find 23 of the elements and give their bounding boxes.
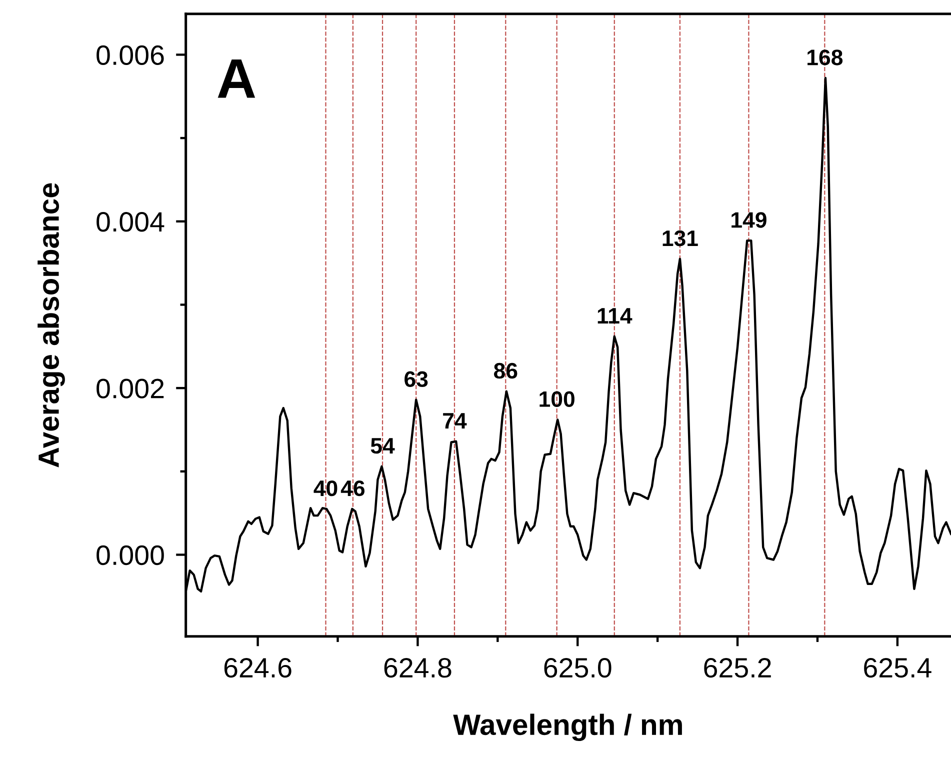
- annotation: 74: [443, 413, 467, 428]
- x-tick-label: 625.0: [544, 658, 612, 678]
- annotation: 114: [598, 308, 632, 324]
- x-axis-title: Wavelength / nm: [453, 714, 682, 742]
- annotation: 63: [404, 371, 428, 388]
- y-axis-title: Average absorbance: [38, 183, 65, 468]
- y-tick-label: 0.002: [96, 378, 164, 398]
- x-tick-label: 624.6: [224, 658, 292, 678]
- annotation: 100: [540, 391, 574, 408]
- annotation: 149: [732, 212, 766, 228]
- y-tick-label: 0.006: [96, 45, 164, 66]
- x-tick-label: 625.2: [704, 658, 771, 678]
- annotation: 40: [314, 480, 338, 496]
- x-tick-label: 624.8: [384, 658, 452, 678]
- y-tick-label: 0.004: [96, 212, 164, 232]
- y-tick-label: 0.000: [96, 545, 164, 566]
- annotation: A: [218, 59, 256, 98]
- x-tick-label: 625.4: [864, 658, 932, 678]
- annotation: 54: [370, 438, 395, 454]
- annotation: 86: [494, 362, 518, 379]
- annotation: 131: [662, 230, 698, 246]
- annotation: 168: [808, 50, 843, 66]
- annotation: 46: [340, 480, 364, 496]
